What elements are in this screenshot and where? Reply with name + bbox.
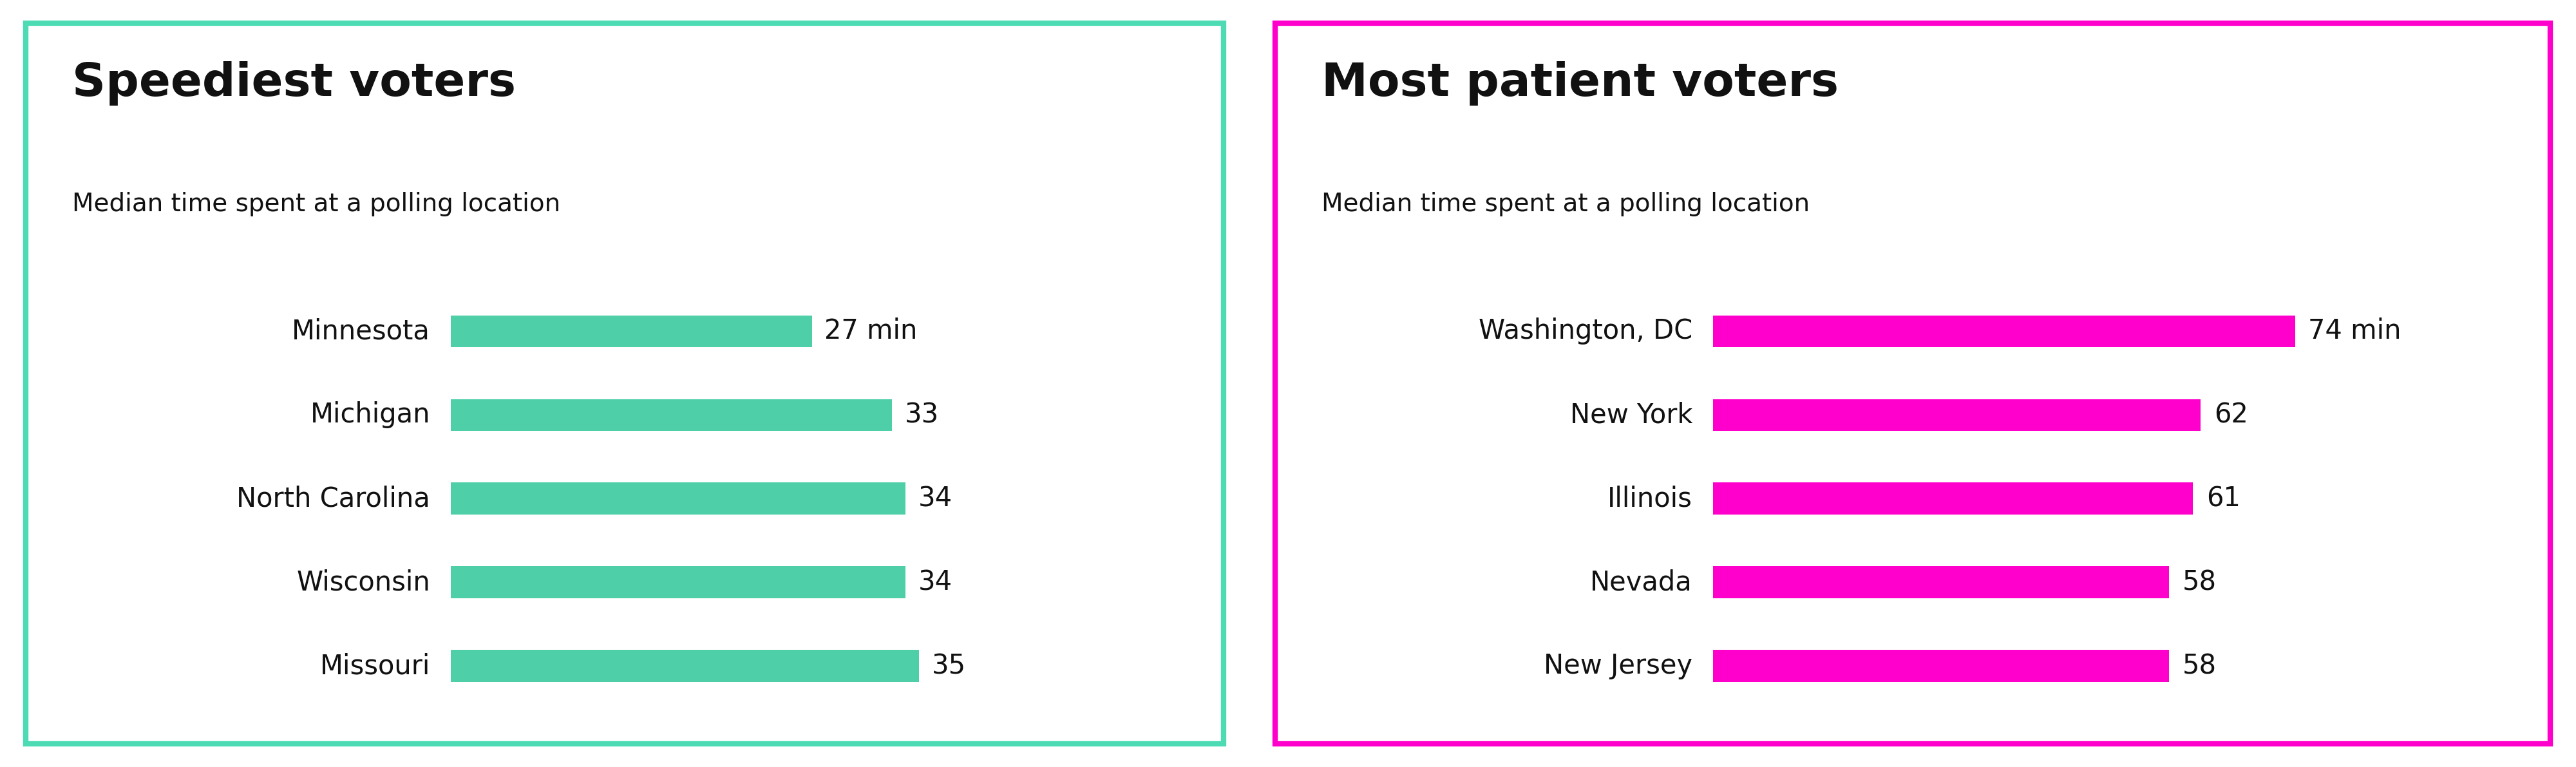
- Text: 35: 35: [933, 653, 966, 680]
- Text: 34: 34: [917, 485, 953, 512]
- Text: Illinois: Illinois: [1607, 485, 1692, 512]
- Text: Nevada: Nevada: [1589, 568, 1692, 596]
- Text: 74 min: 74 min: [2308, 318, 2401, 344]
- Text: Wisconsin: Wisconsin: [296, 568, 430, 596]
- Text: Missouri: Missouri: [319, 653, 430, 680]
- Text: Michigan: Michigan: [309, 401, 430, 429]
- Bar: [451, 315, 811, 347]
- Bar: [451, 482, 907, 515]
- Bar: [451, 650, 920, 682]
- Bar: [1713, 315, 2295, 347]
- Text: Washington, DC: Washington, DC: [1479, 318, 1692, 344]
- Bar: [451, 566, 907, 598]
- Text: 33: 33: [904, 401, 940, 429]
- Text: North Carolina: North Carolina: [237, 485, 430, 512]
- Text: Median time spent at a polling location: Median time spent at a polling location: [1321, 192, 1811, 216]
- Text: 58: 58: [2182, 568, 2218, 596]
- Text: Median time spent at a polling location: Median time spent at a polling location: [72, 192, 562, 216]
- Text: 34: 34: [917, 568, 953, 596]
- Text: 62: 62: [2213, 401, 2249, 429]
- Text: 58: 58: [2182, 653, 2218, 680]
- Text: 61: 61: [2205, 485, 2241, 512]
- Text: New York: New York: [1569, 401, 1692, 429]
- Text: Speediest voters: Speediest voters: [72, 61, 515, 106]
- Bar: [1713, 650, 2169, 682]
- Text: Minnesota: Minnesota: [291, 318, 430, 344]
- Bar: [451, 399, 891, 431]
- Text: New Jersey: New Jersey: [1543, 653, 1692, 680]
- Bar: [1713, 482, 2192, 515]
- Bar: [1713, 399, 2200, 431]
- Text: Most patient voters: Most patient voters: [1321, 61, 1839, 106]
- Text: 27 min: 27 min: [824, 318, 917, 344]
- Bar: [1713, 566, 2169, 598]
